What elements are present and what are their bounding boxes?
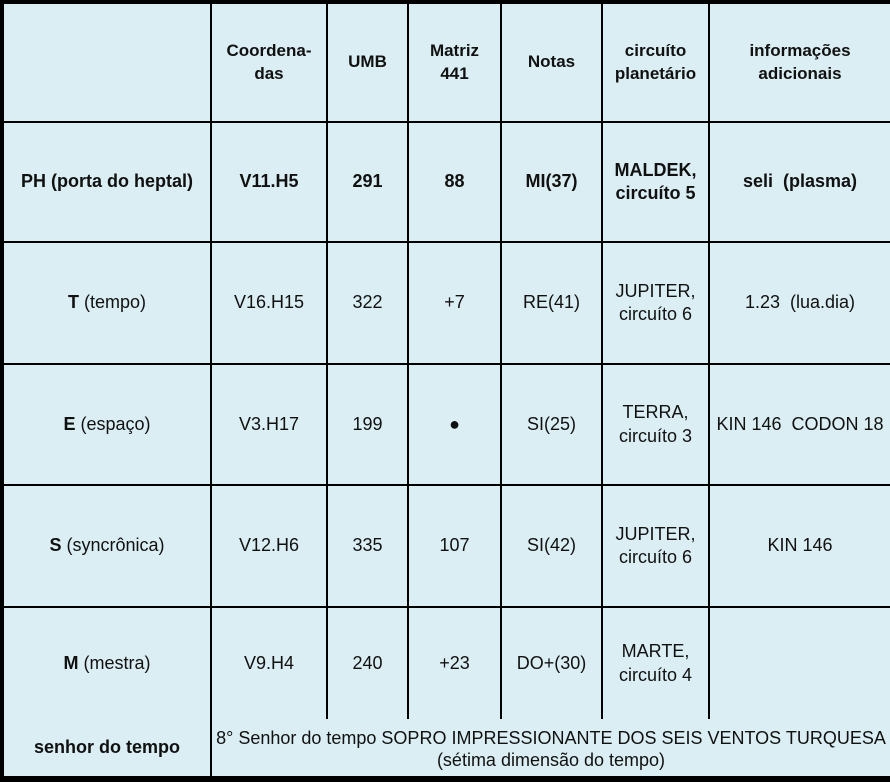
table-footer-row: senhor do tempo 8° Senhor do tempo SOPRO… [1,719,890,780]
row-label-rest: (tempo) [78,292,147,313]
cell-planeta: MARTE, [621,641,690,662]
cell-planeta: JUPITER, [615,280,696,301]
row-label-s: S (syncrônica) [1,484,212,608]
header-empty-cell [1,1,212,123]
cell-circuito-planetario: TERRA, circuíto 3 [601,363,710,486]
cell-matriz-bullet: ● [407,363,502,486]
cell-info: 1.23 (lua.dia) [708,241,890,365]
cell-planeta: TERRA, [622,402,689,423]
header-line: planetário [614,63,697,83]
cell-info: KIN 146 CODON 18 [708,363,890,486]
header-line: das [254,63,284,83]
cell-coordenadas: V12.H6 [210,484,328,608]
row-label-e: E (espaço) [1,363,212,486]
row-label-rest: (espaço) [75,413,151,434]
cell-umb: 335 [326,484,409,608]
cell-coordenadas: V9.H4 [210,606,328,719]
cell-matriz: +23 [407,606,502,719]
cell-circuito: circuíto 6 [618,547,693,567]
table-row-e: E (espaço) V3.H17 199 ● SI(25) TERRA, ci… [1,363,890,486]
cell-circuito: circuíto 5 [615,183,696,203]
cell-circuito: circuíto 3 [618,425,693,446]
row-label-m: M (mestra) [1,606,212,719]
cell-circuito: circuíto 4 [618,664,693,685]
cell-circuito-planetario: MALDEK, circuíto 5 [601,121,710,243]
cell-notas: SI(25) [500,363,603,486]
cell-matriz: 107 [407,484,502,608]
cell-planeta: JUPITER, [615,523,696,544]
footer-label: senhor do tempo [1,719,212,780]
header-informacoes-adicionais: informações adicionais [708,1,890,123]
header-line: Matriz [429,40,480,60]
table-row-m: M (mestra) V9.H4 240 +23 DO+(30) MARTE, … [1,606,890,719]
header-matriz-441: Matriz 441 [407,1,502,123]
cell-umb: 240 [326,606,409,719]
cell-notas: RE(41) [500,241,603,365]
footer-merged-cell: 8° Senhor do tempo SOPRO IMPRESSIONANTE … [210,719,890,780]
table-row-s: S (syncrônica) V12.H6 335 107 SI(42) JUP… [1,484,890,608]
row-label-t: T (tempo) [1,241,212,365]
cell-notas: SI(42) [500,484,603,608]
header-line: 441 [440,63,469,83]
cell-matriz: +7 [407,241,502,365]
row-label-bold: S [49,535,62,556]
cell-notas: MI(37) [500,121,603,243]
table-row-ph: PH (porta do heptal) V11.H5 291 88 MI(37… [1,121,890,243]
header-coordenadas: Coordena- das [210,1,328,123]
cell-circuito-planetario: JUPITER, circuíto 6 [601,484,710,608]
row-label-bold: T [67,292,79,313]
row-label-rest: (syncrônica) [61,535,165,556]
header-umb: UMB [326,1,409,123]
cell-matriz: 88 [407,121,502,243]
header-notas: Notas [500,1,603,123]
cell-info: KIN 146 [708,484,890,608]
cell-circuito: circuíto 6 [618,304,693,324]
header-line: circuíto [624,40,687,60]
cell-coordenadas: V16.H15 [210,241,328,365]
row-label-rest: (mestra) [78,652,151,673]
cell-info: seli (plasma) [708,121,890,243]
cell-planeta: MALDEK, [614,159,697,180]
cell-umb: 199 [326,363,409,486]
cell-coordenadas: V11.H5 [210,121,328,243]
header-circuito-planetario: circuíto planetário [601,1,710,123]
table-header-row: Coordena- das UMB Matriz 441 Notas circu… [1,1,890,123]
footer-line-2: (sétima dimensão do tempo) [436,750,666,771]
row-label-bold: PH (porta do heptal) [21,171,193,192]
row-label-ph: PH (porta do heptal) [1,121,212,243]
header-line: Coordena- [226,40,312,60]
cell-coordenadas: V3.H17 [210,363,328,486]
cell-umb: 322 [326,241,409,365]
cell-notas: DO+(30) [500,606,603,719]
cell-info [708,606,890,719]
cell-circuito-planetario: MARTE, circuíto 4 [601,606,710,719]
cell-umb: 291 [326,121,409,243]
cell-circuito-planetario: JUPITER, circuíto 6 [601,241,710,365]
table-row-t: T (tempo) V16.H15 322 +7 RE(41) JUPITER,… [1,241,890,365]
row-label-bold: E [63,413,76,434]
header-line: informações [749,40,851,60]
header-line: adicionais [758,63,842,83]
footer-line-1: 8° Senhor do tempo SOPRO IMPRESSIONANTE … [216,728,886,749]
row-label-bold: M [63,652,79,673]
